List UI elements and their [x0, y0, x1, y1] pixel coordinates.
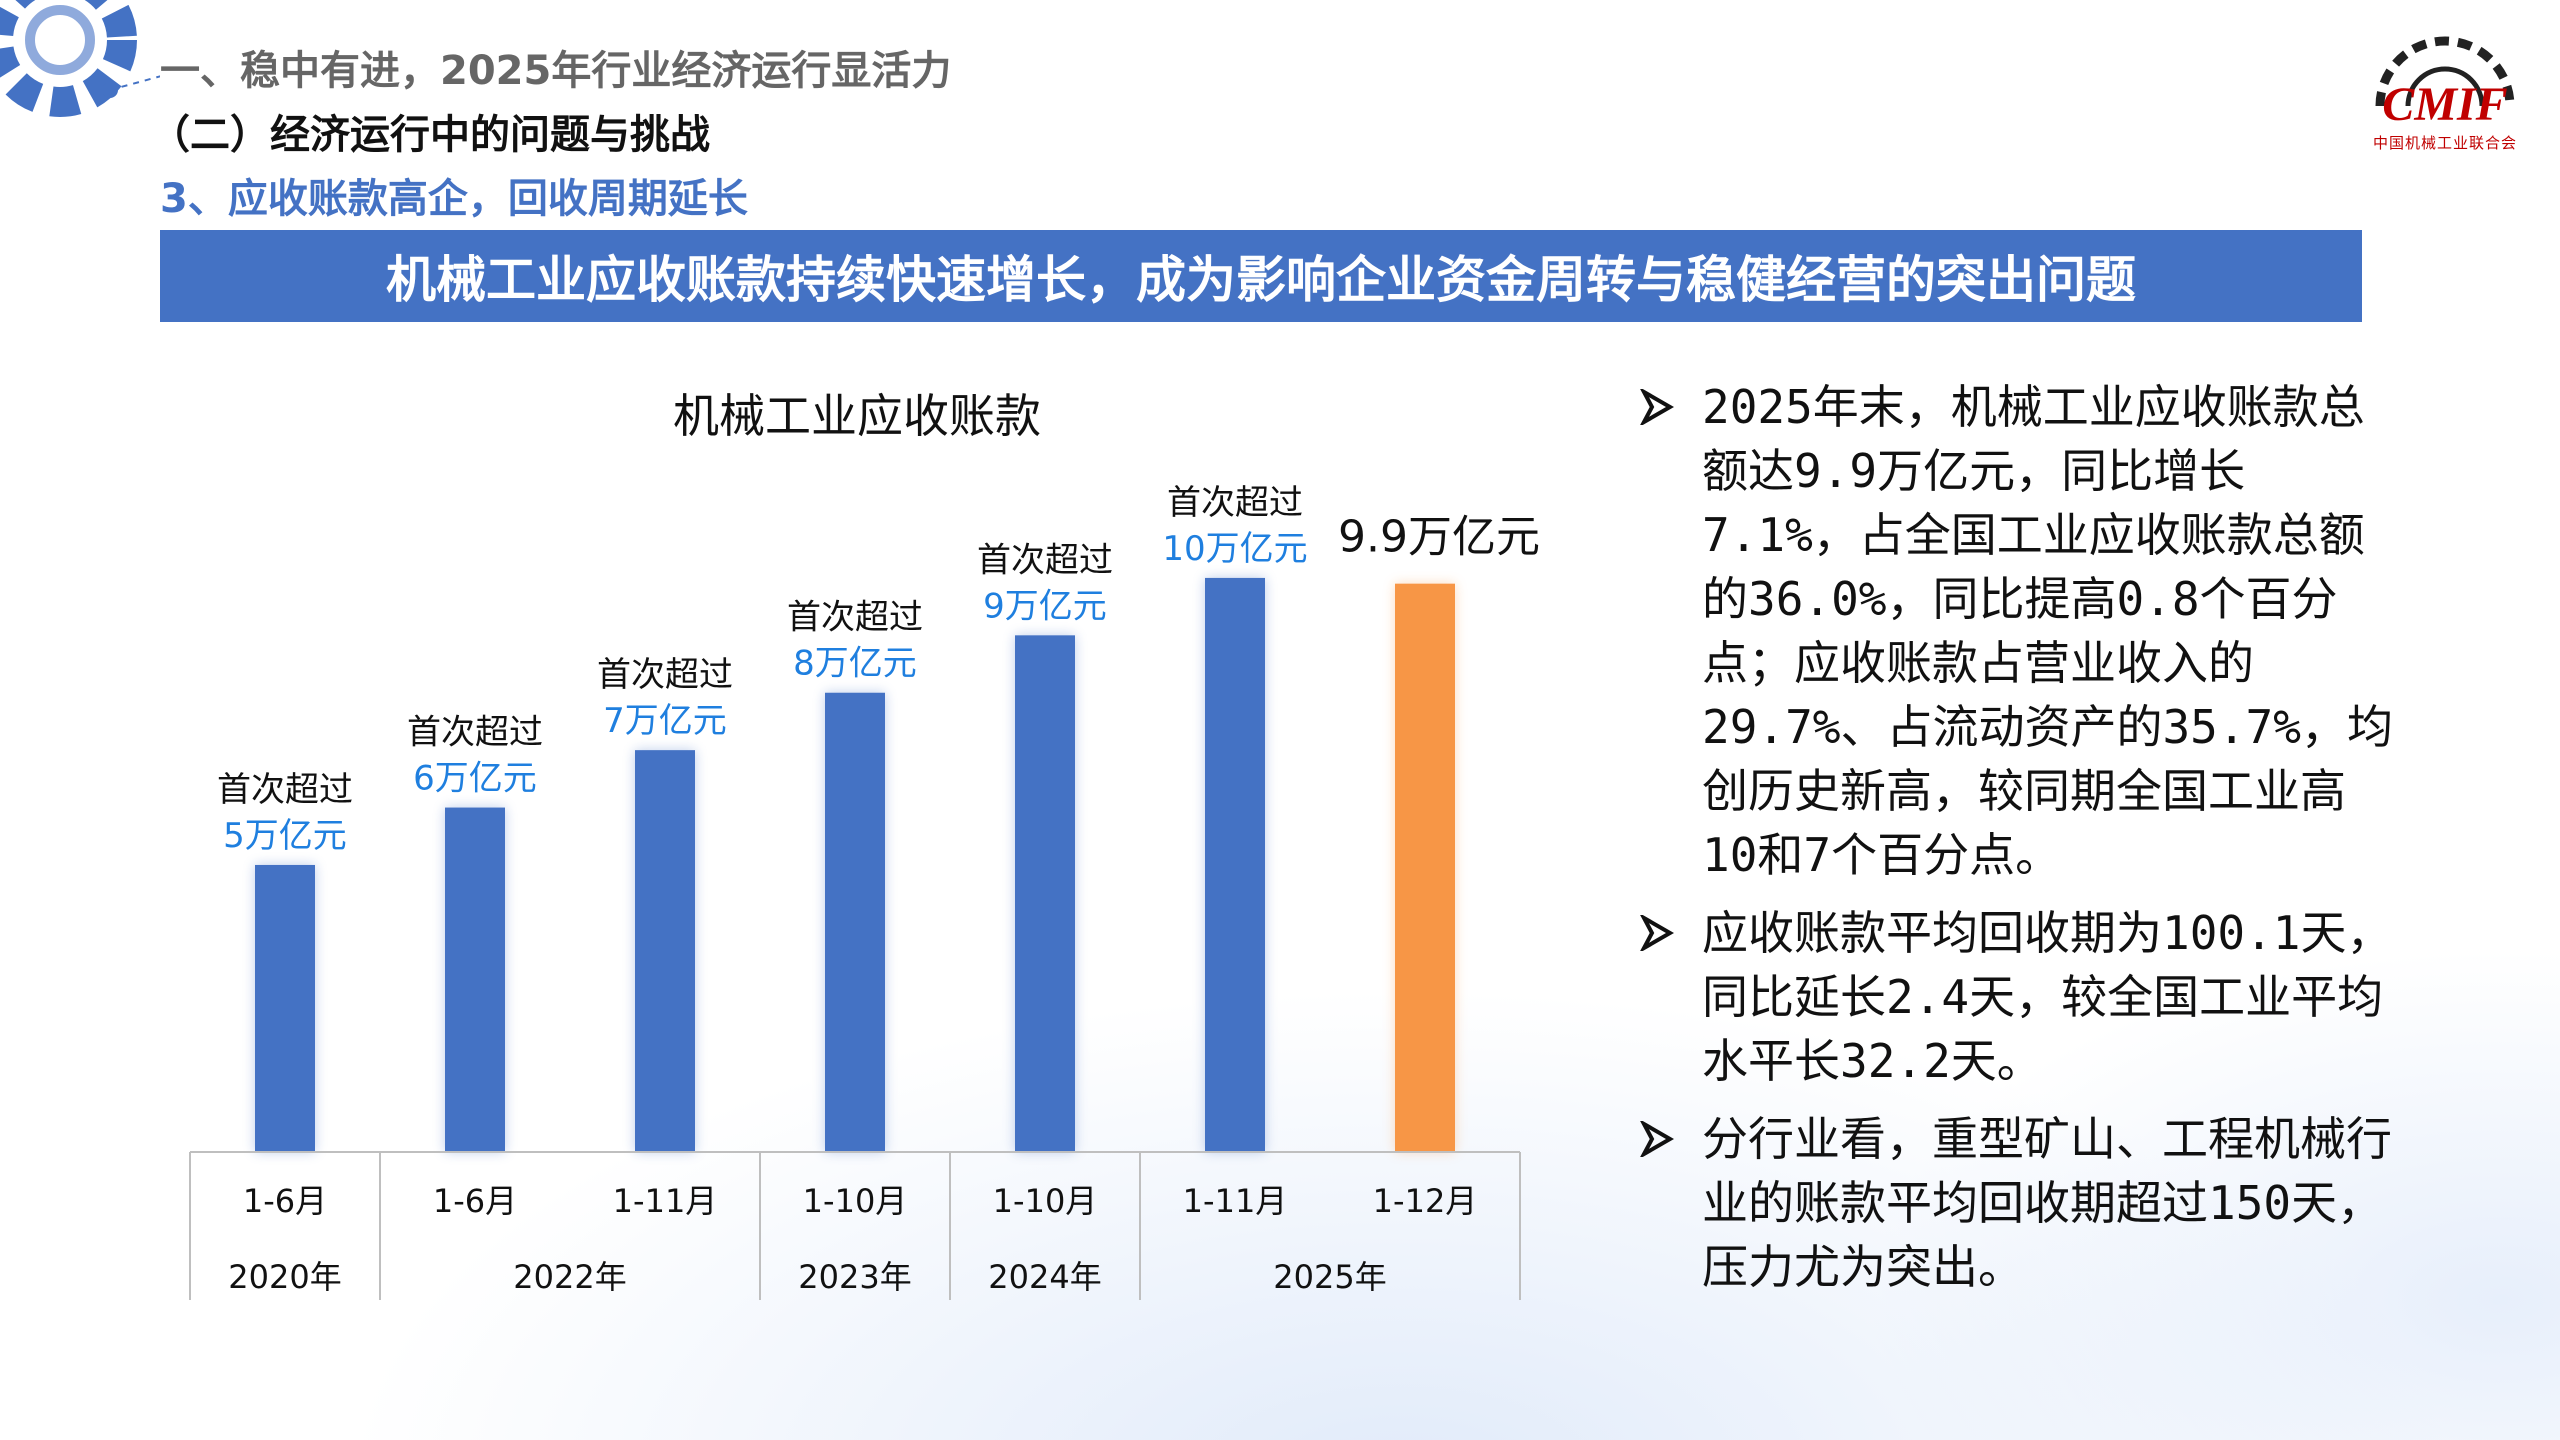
arrow-bullet-icon — [1640, 389, 1674, 425]
category-label: 1-6月 — [433, 1182, 517, 1220]
bar — [825, 692, 885, 1152]
annotation-value: 10万亿元 — [1162, 529, 1307, 569]
section-heading: 一、稳中有进，2025年行业经济运行显活力 — [160, 48, 952, 94]
receivables-bar-chart: 机械工业应收账款 首次超过5万亿元首次超过6万亿元首次超过7万亿元首次超过8万亿… — [189, 389, 1540, 1300]
annotation-value: 7万亿元 — [603, 701, 727, 741]
arrow-bullet-icon — [1640, 1121, 1674, 1157]
annotation-label: 首次超过 — [977, 540, 1113, 580]
annotation-label: 首次超过 — [217, 770, 353, 810]
year-group-label: 2025年 — [1273, 1258, 1386, 1296]
year-group-label: 2024年 — [988, 1258, 1101, 1296]
category-label: 1-10月 — [803, 1182, 908, 1220]
bar — [1395, 583, 1455, 1152]
gear-icon — [2375, 36, 2515, 107]
annotation-label: 首次超过 — [787, 598, 923, 638]
category-label: 1-6月 — [243, 1182, 327, 1220]
bullet-point: 分行业看，重型矿山、工程机械行业的账款平均回收期超过150天，压力尤为突出。 — [1640, 1107, 2400, 1299]
bar — [635, 750, 695, 1152]
annotation-label: 首次超过 — [407, 713, 543, 753]
bullet-point: 2025年末，机械工业应收账款总额达9.9万亿元，同比增长7.1%，占全国工业应… — [1640, 375, 2400, 887]
annotation-value: 9万亿元 — [983, 586, 1107, 626]
category-label: 1-11月 — [613, 1182, 718, 1220]
bullet-text: 应收账款平均回收期为100.1天，同比延长2.4天，较全国工业平均水平长32.2… — [1702, 906, 2393, 1088]
chart-title: 机械工业应收账款 — [673, 389, 1041, 443]
year-group-label: 2023年 — [798, 1258, 911, 1296]
gear-decoration-icon — [0, 0, 160, 117]
annotation-value: 6万亿元 — [413, 759, 537, 799]
headline-banner: 机械工业应收账款持续快速增长，成为影响企业资金周转与稳健经营的突出问题 — [160, 230, 2362, 322]
key-points-list: 2025年末，机械工业应收账款总额达9.9万亿元，同比增长7.1%，占全国工业应… — [1640, 375, 2400, 1313]
arrow-bullet-icon — [1640, 915, 1674, 951]
bullet-text: 分行业看，重型矿山、工程机械行业的账款平均回收期超过150天，压力尤为突出。 — [1702, 1112, 2392, 1294]
cmif-logo: CMIF — [2375, 36, 2515, 131]
bar — [1015, 635, 1075, 1152]
annotation-label: 首次超过 — [1167, 483, 1303, 523]
bullet-text: 2025年末，机械工业应收账款总额达9.9万亿元，同比增长7.1%，占全国工业应… — [1702, 380, 2393, 882]
category-label: 1-12月 — [1373, 1182, 1478, 1220]
bar — [255, 864, 315, 1152]
logo-subtitle: 中国机械工业联合会 — [2372, 134, 2517, 152]
annotation-value: 5万亿元 — [223, 816, 347, 856]
bar — [445, 807, 505, 1152]
year-group-label: 2022年 — [513, 1258, 626, 1296]
bullet-point: 应收账款平均回收期为100.1天，同比延长2.4天，较全国工业平均水平长32.2… — [1640, 901, 2400, 1093]
logo-text: CMIF — [2382, 78, 2507, 131]
annotation-label: 首次超过 — [597, 655, 733, 695]
year-group-label: 2020年 — [228, 1258, 341, 1296]
bar — [1205, 577, 1265, 1152]
topic-heading: 3、应收账款高企，回收周期延长 — [160, 176, 748, 222]
subsection-heading: （二）经济运行中的问题与挑战 — [150, 112, 710, 158]
category-label: 1-11月 — [1183, 1182, 1288, 1220]
annotation-value: 9.9万亿元 — [1338, 512, 1540, 563]
annotation-value: 8万亿元 — [793, 644, 917, 684]
category-label: 1-10月 — [993, 1182, 1098, 1220]
